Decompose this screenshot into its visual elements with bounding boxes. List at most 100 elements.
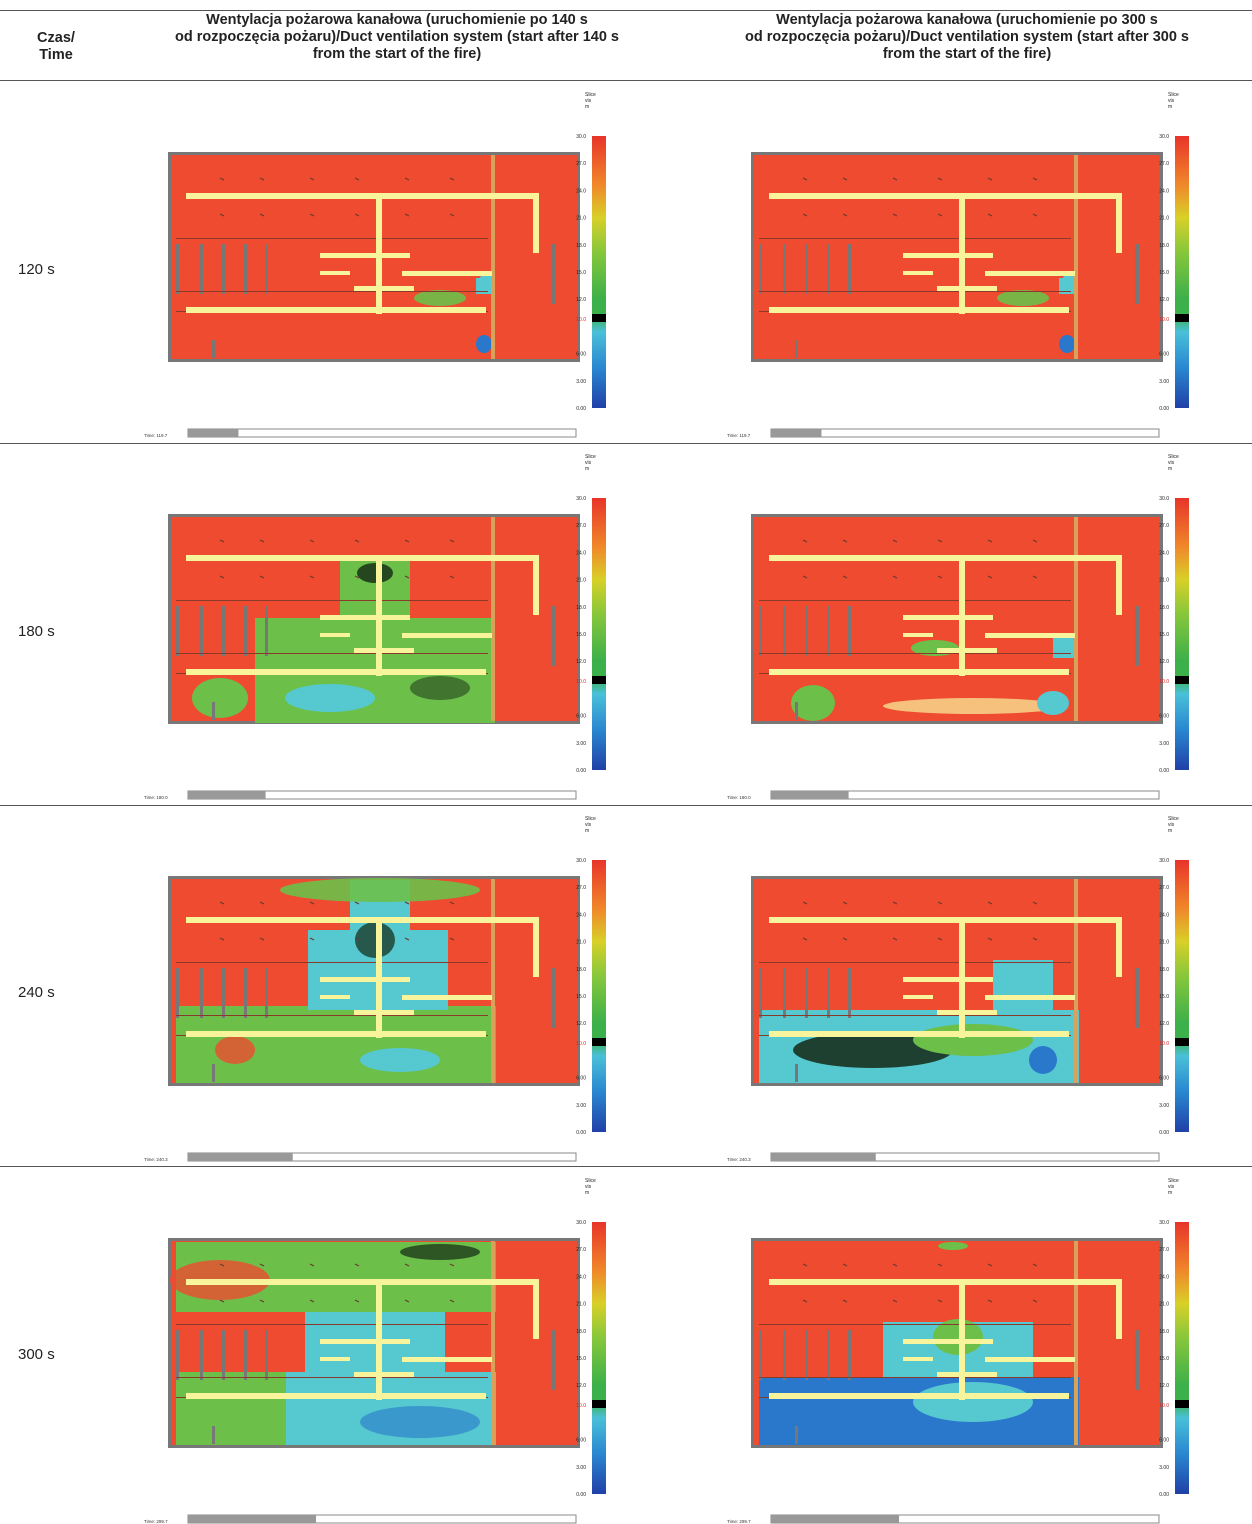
colorbar-title-line: vis <box>1168 460 1175 466</box>
colorbar-title-line: Slice <box>585 92 596 98</box>
wall-segment <box>783 1330 786 1380</box>
ventilation-duct <box>903 995 933 999</box>
colorbar-tick-label: 0.00 <box>576 768 586 774</box>
colorbar-title-line: Slice <box>585 1178 596 1184</box>
ventilation-duct <box>769 669 1069 675</box>
time-slider-fill <box>771 429 822 437</box>
colorbar-tick-label: 27.0 <box>576 523 586 529</box>
diffuser <box>259 575 265 579</box>
diffuser <box>937 937 943 941</box>
room-line <box>176 600 488 601</box>
colorbar-title-line: Slice <box>585 816 596 822</box>
wall-segment <box>244 606 247 656</box>
smoke-region <box>400 1244 480 1260</box>
colorbar-title: Slice vis m <box>585 454 596 472</box>
colorbar-tick-label: 3.00 <box>576 379 586 385</box>
row-time-label: 240 s <box>18 984 55 1001</box>
diffuser <box>842 539 848 543</box>
diffuser <box>404 1299 410 1303</box>
wall-segment <box>795 702 798 720</box>
ventilation-duct <box>320 253 410 258</box>
ventilation-duct <box>769 307 1069 313</box>
colorbar-tick-label: 0.00 <box>1159 406 1169 412</box>
diffuser <box>354 901 360 905</box>
wall-segment <box>848 606 851 656</box>
colorbar-tick-label: 24.0 <box>1159 188 1169 194</box>
diffuser <box>259 177 265 181</box>
room-line <box>176 291 488 292</box>
time-readout: Time: 119.7 <box>727 433 751 438</box>
diffuser <box>1032 901 1038 905</box>
colorbar-threshold-mark <box>1175 1038 1189 1046</box>
diffuser <box>219 1263 225 1267</box>
colorbar-threshold-mark <box>592 676 606 684</box>
ventilation-duct <box>903 1357 933 1361</box>
ventilation-duct <box>354 648 414 653</box>
diffuser <box>449 177 455 181</box>
diffuser <box>1032 575 1038 579</box>
diffuser <box>404 1263 410 1267</box>
diffuser <box>842 937 848 941</box>
simulation-panel: Slice vis m 30.0 27.0 24.0 21.0 18.0 15.0 12.0 10.… <box>723 1172 1193 1524</box>
colorbar-tick-label: 18.0 <box>1159 967 1169 973</box>
colorbar-title-line: Slice <box>585 454 596 460</box>
smoke-region <box>285 684 375 712</box>
ventilation-duct <box>1116 555 1122 615</box>
diffuser <box>219 901 225 905</box>
wall-segment <box>759 244 762 294</box>
ventilation-duct <box>937 1010 997 1015</box>
wall-segment <box>212 1426 215 1444</box>
ventilation-duct <box>320 271 350 275</box>
diffuser <box>802 575 808 579</box>
colorbar <box>1175 860 1189 1132</box>
smoke-region <box>476 278 494 294</box>
wall-segment <box>244 968 247 1018</box>
wall-segment <box>805 606 808 656</box>
wall-segment <box>212 340 215 358</box>
diffuser <box>802 1263 808 1267</box>
wall-segment <box>783 968 786 1018</box>
colorbar-tick-label: 0.00 <box>576 1130 586 1136</box>
colorbar-title-line: m <box>585 828 589 834</box>
diffuser <box>449 901 455 905</box>
colorbar-threshold-mark <box>1175 1400 1189 1408</box>
time-readout: Time: 240.3 <box>727 1157 751 1162</box>
partition-wall <box>1074 517 1078 721</box>
colorbar-tick-label: 3.00 <box>1159 741 1169 747</box>
colorbar-tick-label: 27.0 <box>1159 161 1169 167</box>
colorbar-tick-label: 0.00 <box>1159 768 1169 774</box>
colorbar <box>592 860 606 1132</box>
ventilation-duct <box>186 193 536 199</box>
colorbar-tick-label: 15.0 <box>576 994 586 1000</box>
simulation-snapshot: Slice vis m 30.0 27.0 24.0 21.0 18.0 15.0 12.0 10.… <box>727 816 1189 1162</box>
colorbar-tick-label: 21.0 <box>1159 1302 1169 1308</box>
wall-segment <box>759 968 762 1018</box>
ventilation-duct <box>903 615 993 620</box>
time-slider-track <box>187 428 577 438</box>
wall-segment <box>795 1426 798 1444</box>
colorbar-tick-label: 6.00 <box>576 352 586 358</box>
simulation-snapshot: Slice vis m 30.0 27.0 24.0 21.0 18.0 15.0 12.0 10.… <box>144 454 606 800</box>
time-slider-fill <box>188 791 266 799</box>
smoke-region <box>913 1024 1033 1056</box>
diffuser <box>309 901 315 905</box>
colorbar-tick-label: 12.0 <box>576 1383 586 1389</box>
diffuser <box>354 1299 360 1303</box>
colorbar-tick-label: 6.00 <box>1159 1076 1169 1082</box>
colorbar-title-line: Slice <box>1168 816 1179 822</box>
ventilation-duct <box>354 286 414 291</box>
diffuser <box>937 575 943 579</box>
smoke-region <box>1029 1046 1057 1074</box>
room-line <box>759 653 1071 654</box>
diffuser <box>309 1263 315 1267</box>
colorbar-tick-label: 18.0 <box>576 967 586 973</box>
diffuser <box>354 937 360 941</box>
colorbar-tick-label: 15.0 <box>1159 994 1169 1000</box>
colorbar-tick-label: 10.0 <box>576 1041 586 1047</box>
smoke-layer <box>759 960 1079 1083</box>
smoke-region <box>410 676 470 700</box>
diffuser <box>219 575 225 579</box>
colorbar-tick-label: 21.0 <box>1159 216 1169 222</box>
ventilation-duct <box>320 977 410 982</box>
